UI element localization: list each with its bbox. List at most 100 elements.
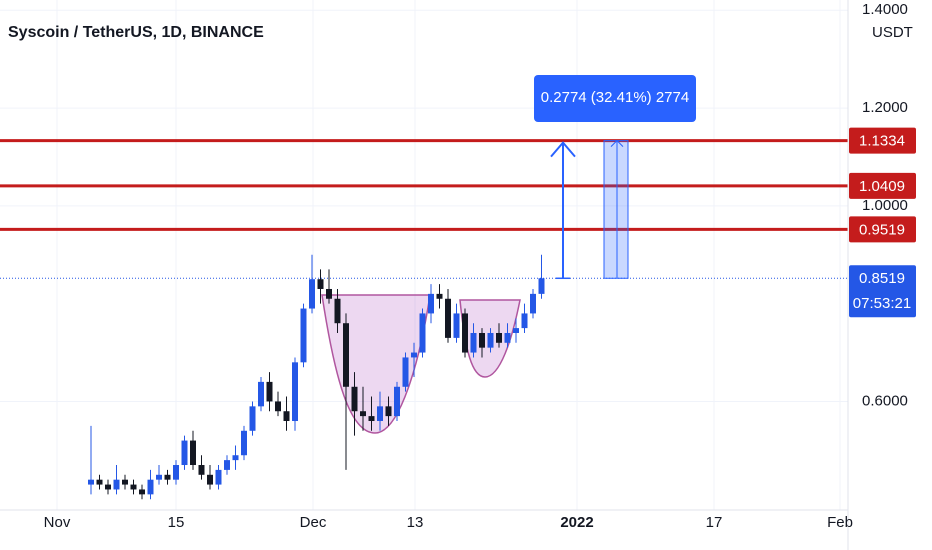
candle: Dec 24: [504, 323, 511, 348]
candle-body: [445, 298, 451, 338]
candle-body: [402, 357, 409, 387]
candle: Nov 21: [224, 455, 230, 475]
candle: Dec 26: [521, 303, 528, 333]
candle: Dec 22: [487, 328, 494, 353]
candle-body: [198, 465, 205, 475]
candle-body: [275, 401, 281, 412]
price-labels: 1.4000 1.2000 1.0000 0.6000 Nov 15 Dec 13 2022 17…: [44, 1, 916, 531]
candle-body: [360, 411, 366, 417]
candle-body: [258, 381, 264, 407]
level-label: 1.0409: [859, 178, 905, 195]
candle-body: [283, 411, 290, 422]
x-tick-label: 15: [168, 514, 185, 531]
level-label: 1.1334: [859, 133, 905, 150]
candle: Dec 6: [351, 372, 358, 436]
candle: Nov 5: [88, 425, 94, 495]
candle-body: [487, 332, 494, 348]
candle-body: [343, 323, 349, 387]
candle: Nov 7: [105, 479, 111, 495]
candle: Nov 30: [300, 303, 307, 368]
x-tick-label: Nov: [44, 514, 71, 531]
candle: Nov 27: [275, 391, 281, 417]
candle-body: [368, 416, 375, 422]
candle: Dec 19: [462, 308, 468, 358]
grid: [0, 0, 848, 510]
candle: Dec 11: [394, 381, 400, 422]
measure-label: 0.2774 (32.41%) 2774: [541, 89, 689, 106]
candle-body: [173, 465, 179, 480]
level-label-box: [849, 172, 916, 199]
candle: Nov 8: [113, 465, 120, 495]
candle: Dec 28: [538, 254, 545, 299]
y-tick-label: 1.2000: [862, 99, 908, 116]
candle-body: [156, 474, 162, 480]
candle-body: [504, 332, 511, 343]
candle-body: [249, 406, 256, 431]
candle: Dec 12: [402, 352, 409, 392]
candle: Nov 11: [139, 484, 145, 500]
candle-body: [190, 440, 196, 466]
candle-body: [428, 293, 434, 314]
candle: Nov 18: [198, 455, 205, 480]
candle-body: [207, 474, 213, 485]
candle: Nov 10: [130, 479, 137, 495]
candle-body: [521, 313, 528, 329]
candle-body: [462, 313, 468, 353]
candle: Dec 2: [317, 269, 324, 304]
candle: Dec 5: [343, 313, 349, 470]
candle: Nov 29: [292, 357, 298, 431]
candle-body: [181, 440, 188, 466]
measure-label-box: [534, 75, 696, 122]
candle: Nov 13: [156, 465, 162, 485]
candle-body: [292, 362, 298, 422]
candle-body: [139, 489, 145, 495]
candle: Dec 9: [377, 391, 383, 431]
candle: Nov 24: [249, 401, 256, 436]
candle-body: [164, 474, 171, 480]
candle-body: [241, 430, 247, 456]
candle: Nov 22: [232, 445, 239, 470]
candle: Nov 23: [241, 425, 247, 461]
candle: Nov 19: [207, 465, 213, 490]
candle: Dec 1: [309, 254, 315, 314]
candle: Dec 17: [445, 288, 451, 343]
candle-body: [496, 332, 502, 343]
candle: Dec 20: [470, 323, 477, 358]
candle-body: [96, 479, 103, 485]
candle: Nov 15: [173, 460, 179, 485]
level-label: 0.9519: [859, 221, 905, 238]
candle-body: [300, 308, 307, 363]
candle-body: [113, 479, 120, 490]
candle-body: [266, 381, 273, 402]
candle: Nov 25: [258, 376, 264, 412]
candle: Dec 7: [360, 386, 366, 431]
candle-body: [385, 406, 392, 417]
candle: Dec 13: [411, 342, 417, 377]
x-tick-label: 13: [407, 514, 424, 531]
candle: Nov 28: [283, 396, 290, 431]
candle-body: [232, 455, 239, 461]
candle-body: [513, 328, 519, 333]
candle: Dec 8: [368, 396, 375, 431]
y-axis-label: USDT: [872, 24, 913, 41]
candle-body: [351, 386, 358, 412]
countdown-label: 07:53:21: [853, 295, 911, 312]
candle: Dec 18: [453, 303, 460, 343]
candle-body: [122, 479, 128, 485]
candle-body: [479, 332, 485, 348]
candle-body: [538, 278, 545, 294]
candle-body: [411, 352, 417, 358]
level-label-box: [849, 127, 916, 154]
x-tick-label: Feb: [827, 514, 853, 531]
candle-body: [334, 298, 341, 324]
candle: Nov 12: [147, 469, 154, 500]
candle-body: [419, 313, 426, 353]
candle: Nov 20: [215, 465, 222, 490]
candle: Nov 6: [96, 474, 103, 490]
plot: 0.2774 (32.41%) 2774 Nov 5Nov 6Nov 7Nov 8…: [0, 75, 848, 500]
candle-body: [309, 279, 315, 309]
level-label-box: [849, 216, 916, 243]
candle: Dec 27: [530, 288, 536, 319]
